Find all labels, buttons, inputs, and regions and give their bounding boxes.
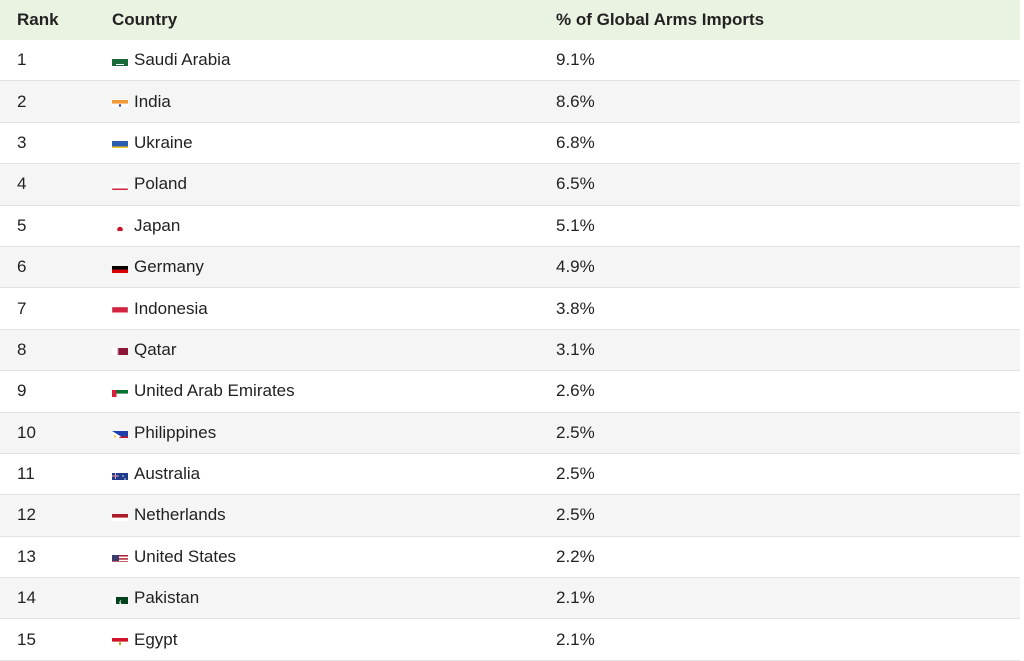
country-cell: United Arab Emirates [112, 381, 295, 401]
country-name: Germany [134, 257, 204, 277]
country-name: Ukraine [134, 133, 193, 153]
value-cell: 2.1% [556, 630, 595, 650]
value-cell: 8.6% [556, 92, 595, 112]
ukraine-flag-icon [112, 137, 128, 148]
header-rank: Rank [17, 10, 59, 30]
value-cell: 3.8% [556, 299, 595, 319]
table-row: 9 United Arab Emirates 2.6% [0, 371, 1020, 412]
table-row: 15 Egypt 2.1% [0, 619, 1020, 660]
table-header-row: Rank Country % of Global Arms Imports [0, 0, 1020, 40]
rank-cell: 2 [17, 92, 26, 112]
netherlands-flag-icon [112, 510, 128, 521]
rank-cell: 12 [17, 505, 36, 525]
indonesia-flag-icon [112, 303, 128, 314]
country-cell: Netherlands [112, 505, 226, 525]
header-value: % of Global Arms Imports [556, 10, 764, 30]
table-row: 6 Germany 4.9% [0, 247, 1020, 288]
philippines-flag-icon [112, 427, 128, 438]
country-name: Poland [134, 174, 187, 194]
country-cell: India [112, 92, 171, 112]
country-name: United States [134, 547, 236, 567]
rank-cell: 11 [17, 464, 35, 484]
value-cell: 2.5% [556, 423, 595, 443]
country-cell: United States [112, 547, 236, 567]
country-cell: Pakistan [112, 588, 199, 608]
egypt-flag-icon [112, 634, 128, 645]
country-name: Pakistan [134, 588, 199, 608]
country-cell: Germany [112, 257, 204, 277]
country-cell: Qatar [112, 340, 177, 360]
rank-cell: 5 [17, 216, 26, 236]
country-name: Philippines [134, 423, 216, 443]
country-cell: Ukraine [112, 133, 193, 153]
country-cell: Saudi Arabia [112, 50, 230, 70]
qatar-flag-icon [112, 344, 128, 355]
table-row: 10 Philippines 2.5% [0, 413, 1020, 454]
table-row: 12 Netherlands 2.5% [0, 495, 1020, 536]
country-cell: Australia [112, 464, 200, 484]
value-cell: 6.5% [556, 174, 595, 194]
rank-cell: 10 [17, 423, 36, 443]
pakistan-flag-icon [112, 593, 128, 604]
table-row: 7 Indonesia 3.8% [0, 288, 1020, 329]
table-row: 13 United States 2.2% [0, 537, 1020, 578]
value-cell: 2.6% [556, 381, 595, 401]
table-row: 1 Saudi Arabia 9.1% [0, 40, 1020, 81]
table-row: 8 Qatar 3.1% [0, 330, 1020, 371]
rank-cell: 6 [17, 257, 26, 277]
country-cell: Indonesia [112, 299, 208, 319]
value-cell: 2.2% [556, 547, 595, 567]
germany-flag-icon [112, 262, 128, 273]
table-row: 11 Australia 2.5% [0, 454, 1020, 495]
table-row: 2 India 8.6% [0, 81, 1020, 122]
country-name: Qatar [134, 340, 177, 360]
table-row: 4 Poland 6.5% [0, 164, 1020, 205]
uae-flag-icon [112, 386, 128, 397]
rank-cell: 4 [17, 174, 26, 194]
country-name: Netherlands [134, 505, 226, 525]
rank-cell: 8 [17, 340, 26, 360]
value-cell: 2.5% [556, 505, 595, 525]
country-name: Saudi Arabia [134, 50, 230, 70]
value-cell: 6.8% [556, 133, 595, 153]
japan-flag-icon [112, 220, 128, 231]
rank-cell: 14 [17, 588, 36, 608]
rank-cell: 1 [17, 50, 26, 70]
rank-cell: 13 [17, 547, 36, 567]
rank-cell: 3 [17, 133, 26, 153]
rank-cell: 7 [17, 299, 26, 319]
country-cell: Egypt [112, 630, 177, 650]
country-name: Japan [134, 216, 180, 236]
country-name: India [134, 92, 171, 112]
india-flag-icon [112, 96, 128, 107]
value-cell: 9.1% [556, 50, 595, 70]
value-cell: 4.9% [556, 257, 595, 277]
saudi-arabia-flag-icon [112, 55, 128, 66]
table-row: 3 Ukraine 6.8% [0, 123, 1020, 164]
value-cell: 2.1% [556, 588, 595, 608]
poland-flag-icon [112, 179, 128, 190]
value-cell: 2.5% [556, 464, 595, 484]
country-name: Australia [134, 464, 200, 484]
table-body: 1 Saudi Arabia 9.1% 2 India 8.6% 3 Ukrai… [0, 40, 1020, 661]
country-cell: Japan [112, 216, 180, 236]
rank-cell: 9 [17, 381, 26, 401]
value-cell: 5.1% [556, 216, 595, 236]
header-country: Country [112, 10, 177, 30]
table-row: 14 Pakistan 2.1% [0, 578, 1020, 619]
table-row: 5 Japan 5.1% [0, 206, 1020, 247]
country-name: United Arab Emirates [134, 381, 295, 401]
rank-cell: 15 [17, 630, 36, 650]
country-name: Egypt [134, 630, 177, 650]
country-cell: Philippines [112, 423, 216, 443]
country-name: Indonesia [134, 299, 208, 319]
australia-flag-icon [112, 469, 128, 480]
value-cell: 3.1% [556, 340, 595, 360]
usa-flag-icon [112, 551, 128, 562]
country-cell: Poland [112, 174, 187, 194]
